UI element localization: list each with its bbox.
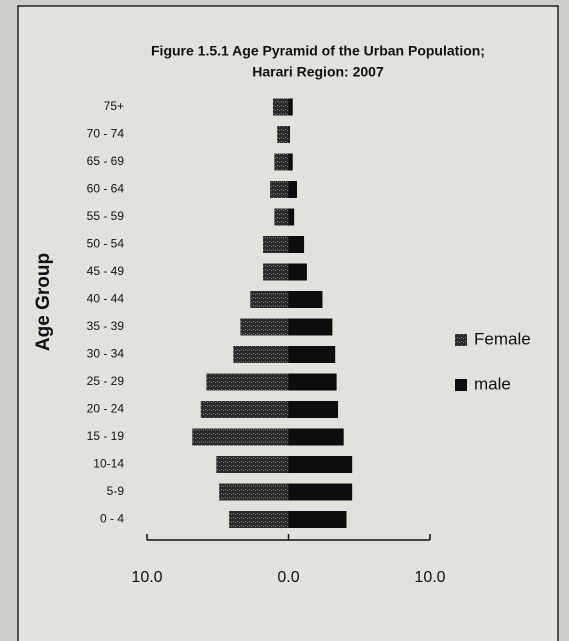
bar [289,484,353,501]
chart-subtitle: Harari Region: 2007 [252,64,384,80]
bar [219,484,288,501]
legend-swatch [455,334,467,346]
y-tick-label: 0 - 4 [100,512,124,526]
y-tick-label: 15 - 19 [87,429,125,443]
bar [274,154,288,171]
y-tick-label: 75+ [104,99,124,113]
bar [289,346,336,363]
y-tick-label: 30 - 34 [87,347,125,361]
bar [240,319,288,336]
y-tick-label: 60 - 64 [87,182,125,196]
bar [289,401,339,418]
y-tick-label: 65 - 69 [87,154,125,168]
y-tick-label: 40 - 44 [87,292,125,306]
bar [289,511,347,528]
legend-label: Female [474,329,531,348]
bar [289,236,305,253]
bar [233,346,288,363]
bar [289,319,333,336]
bar [289,99,293,116]
bar [263,264,288,281]
page: {"chart_data": { "type": "pyramid", "tit… [0,0,569,641]
chart: Figure 1.5.1 Age Pyramid of the Urban Po… [0,0,569,641]
bar [289,374,337,391]
y-tick-label: 20 - 24 [87,402,125,416]
bar [206,374,288,391]
bar [229,511,288,528]
bar [201,401,289,418]
x-tick-label: 10.0 [131,569,162,586]
y-tick-label: 70 - 74 [87,127,125,141]
bar [270,181,288,198]
legend-label: male [474,374,511,393]
bar [250,291,288,308]
bar [192,429,288,446]
y-axis-label: Age Group [33,253,54,351]
bar [216,456,288,473]
bar [289,291,323,308]
bar [273,99,289,116]
bar [289,209,295,226]
y-tick-label: 45 - 49 [87,264,125,278]
bar [289,264,307,281]
bar [274,209,288,226]
y-tick-label: 5-9 [107,484,125,498]
y-tick-label: 50 - 54 [87,237,125,251]
x-tick-label: 10.0 [414,569,445,586]
bar [289,429,344,446]
x-tick-label: 0.0 [277,569,299,586]
chart-title: Figure 1.5.1 Age Pyramid of the Urban Po… [151,43,485,59]
bar [289,126,290,143]
y-tick-label: 55 - 59 [87,209,125,223]
y-tick-label: 35 - 39 [87,319,125,333]
bar [289,154,293,171]
bar [263,236,288,253]
y-tick-label: 25 - 29 [87,374,125,388]
legend-swatch [455,379,467,391]
y-tick-label: 10-14 [93,457,124,471]
bar [277,126,288,143]
bar [289,181,297,198]
bar [289,456,353,473]
